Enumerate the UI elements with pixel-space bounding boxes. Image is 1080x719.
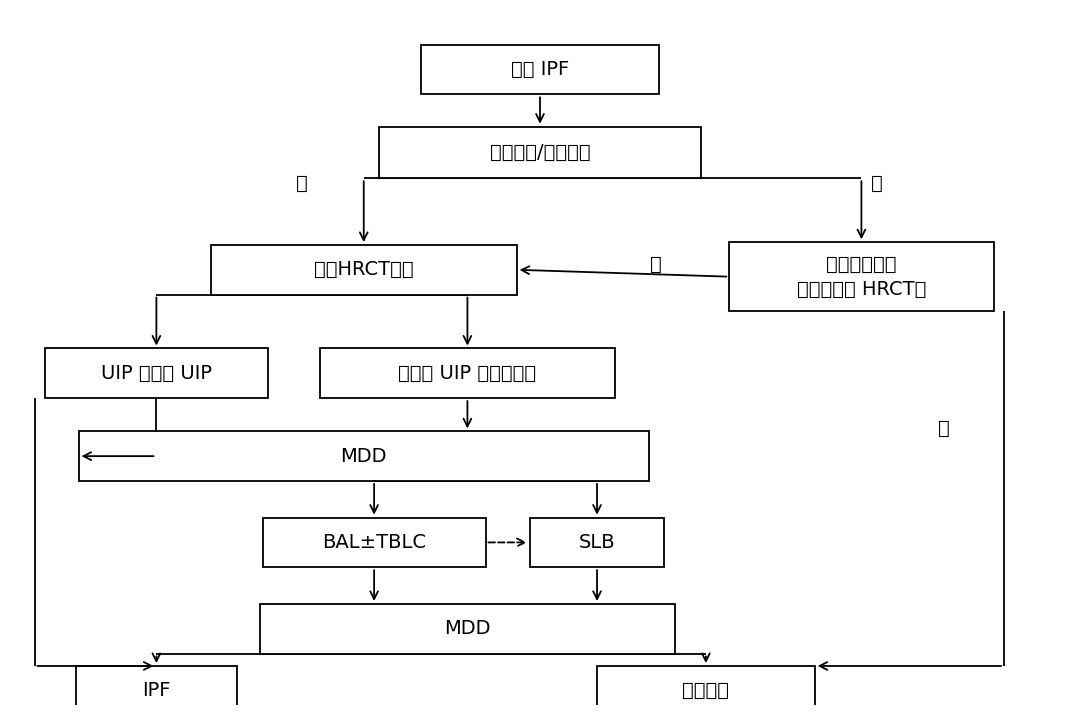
Text: 否: 否	[650, 255, 662, 274]
Text: 否: 否	[296, 174, 308, 193]
Text: 是: 是	[939, 419, 950, 438]
Text: MDD: MDD	[340, 446, 387, 466]
FancyBboxPatch shape	[79, 431, 649, 481]
FancyBboxPatch shape	[379, 127, 701, 178]
FancyBboxPatch shape	[729, 242, 994, 311]
FancyBboxPatch shape	[597, 666, 814, 715]
Text: 胸部HRCT表现: 胸部HRCT表现	[314, 260, 414, 279]
FancyBboxPatch shape	[211, 245, 516, 295]
Text: BAL±TBLC: BAL±TBLC	[322, 533, 427, 552]
Text: 疑诊 IPF: 疑诊 IPF	[511, 60, 569, 79]
Text: UIP 或可能 UIP: UIP 或可能 UIP	[100, 364, 212, 383]
FancyBboxPatch shape	[260, 604, 675, 654]
FancyBboxPatch shape	[262, 518, 486, 567]
FancyBboxPatch shape	[320, 349, 616, 398]
FancyBboxPatch shape	[421, 45, 659, 94]
Text: SLB: SLB	[579, 533, 616, 552]
Text: 潜在病因/相关疾病: 潜在病因/相关疾病	[489, 143, 591, 162]
FancyBboxPatch shape	[529, 518, 664, 567]
Text: IPF: IPF	[143, 682, 171, 700]
Text: 其他诊断: 其他诊断	[683, 682, 729, 700]
Text: 是: 是	[872, 174, 882, 193]
FancyBboxPatch shape	[45, 349, 268, 398]
FancyBboxPatch shape	[76, 666, 237, 715]
Text: 明确特殊诊断
（包括通过 HRCT）: 明确特殊诊断 （包括通过 HRCT）	[797, 255, 926, 298]
Text: 不确定 UIP 或其他诊断: 不确定 UIP 或其他诊断	[399, 364, 537, 383]
Text: MDD: MDD	[444, 619, 490, 638]
